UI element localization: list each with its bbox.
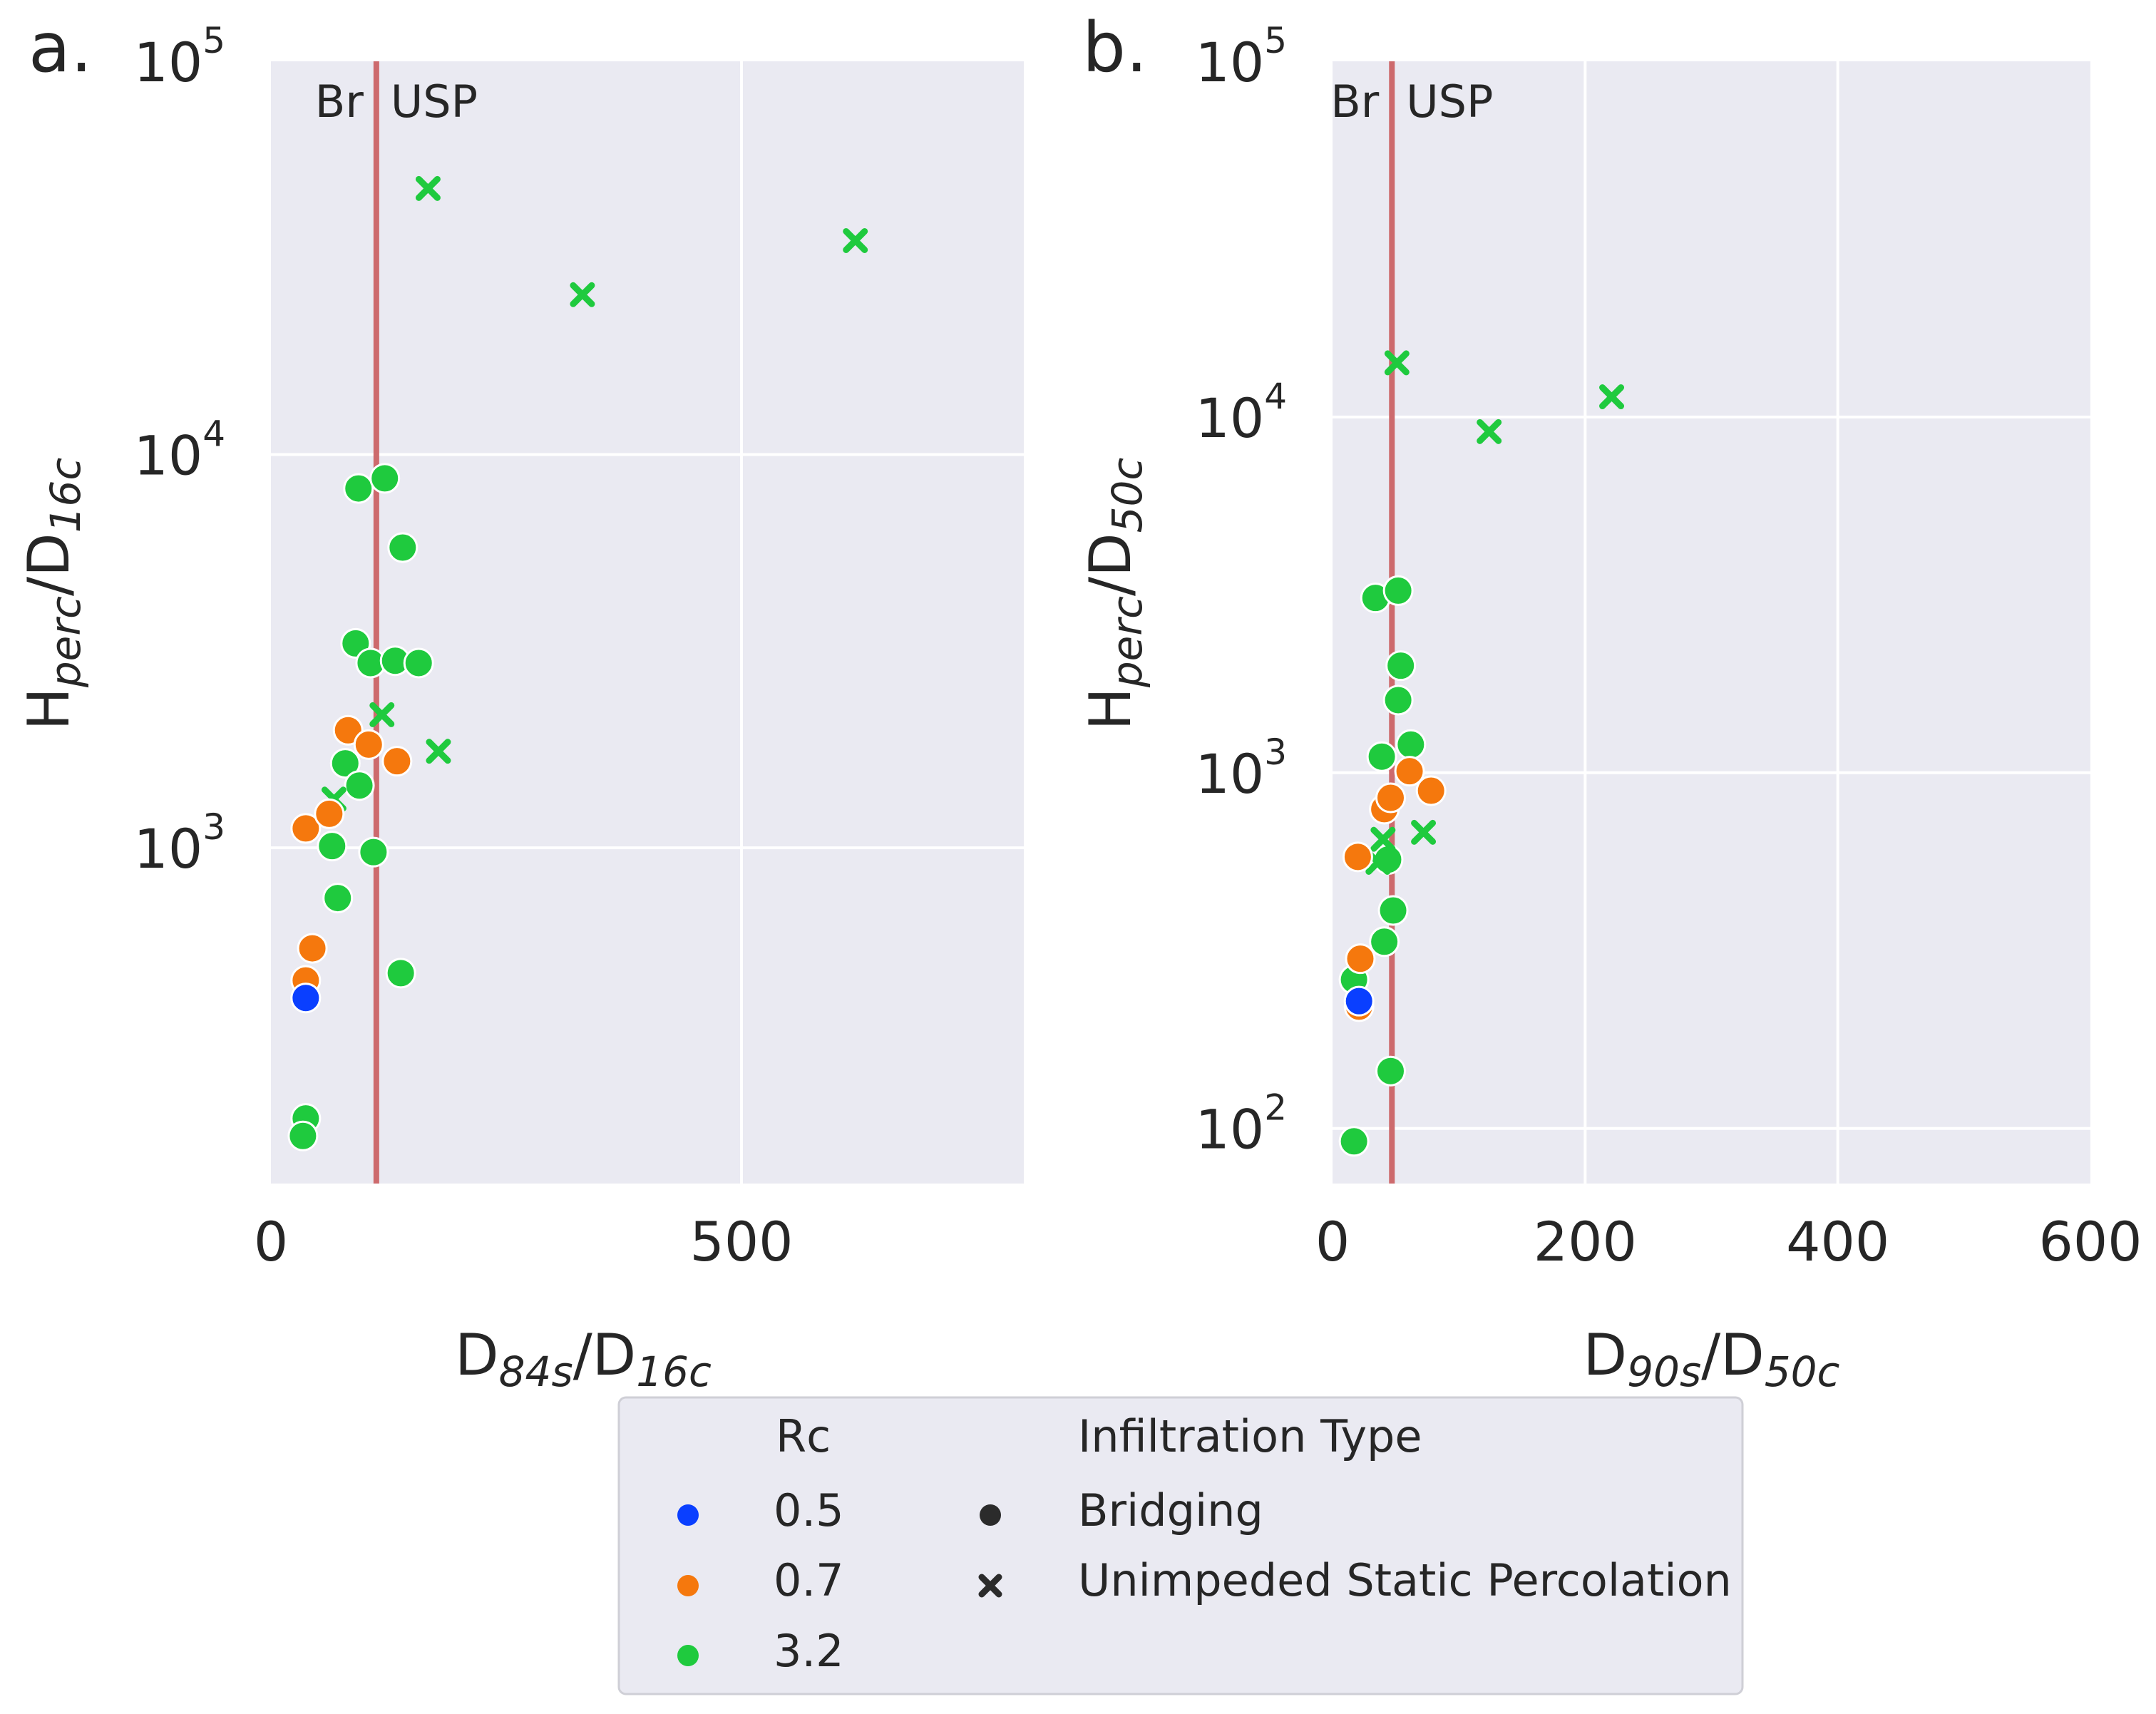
panel-b-x-axis-label: D90s/D50c — [1583, 1322, 1840, 1396]
panel-b-x-tick-label: 600 — [2038, 1210, 2142, 1273]
panel-b-letter: b. — [1082, 8, 1147, 88]
panel-b-point-bridging — [1369, 926, 1400, 958]
panel-b-point-bridging — [1343, 985, 1375, 1017]
panel-b-point-usp — [1477, 419, 1502, 444]
legend-label-rc-0-5: 0.5 — [774, 1484, 844, 1536]
legend-marker-bridging — [980, 1504, 1001, 1526]
panel-b-point-usp — [1370, 826, 1396, 852]
panel-a-point-bridging — [381, 746, 413, 777]
panel-a-point-bridging — [290, 982, 322, 1014]
legend-title-rc: Rc — [776, 1410, 831, 1462]
panel-a-plot-area — [271, 61, 1024, 1184]
panel-a-point-bridging — [297, 933, 328, 964]
panel-a-point-bridging — [387, 532, 419, 563]
panel-a-point-bridging — [317, 831, 348, 862]
panel-a-point-bridging — [329, 748, 361, 779]
panel-a-region-label-usp: USP — [391, 76, 478, 128]
legend-label-rc-3-2: 3.2 — [774, 1625, 844, 1677]
legend-label-usp: Unimpeded Static Percolation — [1078, 1554, 1732, 1606]
panel-b-region-label-usp: USP — [1406, 76, 1493, 128]
legend-marker-rc-0-5 — [677, 1504, 699, 1526]
panel-b-point-bridging — [1415, 775, 1447, 806]
panel-b-point-bridging — [1377, 895, 1409, 926]
legend: Rc Infiltration Type 0.5 0.7 3.2 Bridgin… — [617, 1396, 1744, 1695]
panel-b-point-bridging — [1345, 943, 1376, 975]
panel-b-y-tick-label: 103 — [1195, 732, 1287, 806]
legend-label-bridging: Bridging — [1078, 1484, 1263, 1536]
legend-marker-rc-3-2 — [677, 1645, 699, 1666]
panel-a-point-bridging — [343, 473, 374, 504]
panel-a-y-tick-label: 105 — [133, 20, 225, 94]
panel-a-x-tick-label: 500 — [689, 1210, 793, 1273]
panel-a-point-bridging — [385, 958, 416, 989]
panel-b-y-tick-label: 105 — [1195, 20, 1287, 94]
panel-a-point-bridging — [344, 770, 375, 801]
panel-b-y-tick-label: 102 — [1195, 1087, 1287, 1161]
legend-frame — [617, 1396, 1744, 1695]
panel-b-y-tick-label: 104 — [1195, 376, 1287, 450]
panel-a-point-bridging — [353, 729, 384, 760]
panel-a-point-usp — [570, 282, 595, 307]
panel-b-point-usp — [1411, 819, 1437, 845]
panel-a-y-axis-label: Hperc/D16c — [16, 458, 90, 731]
panel-a-point-usp — [426, 739, 451, 764]
panel-a-point-bridging — [358, 836, 389, 868]
panel-a-point-usp — [369, 702, 395, 727]
panel-a-point-bridging — [403, 647, 434, 679]
panel-b-point-bridging — [1394, 756, 1425, 787]
panel-a-region-label-br: Br — [315, 76, 364, 128]
panel-b-x-tick-label: 200 — [1534, 1210, 1637, 1273]
panel-a-point-bridging — [314, 798, 345, 829]
panel-b-point-bridging — [1366, 741, 1397, 772]
panel-a-point-bridging — [290, 813, 322, 844]
panel-a: Br USP 0 500 103 104 105 D84s/D16c Hperc/D16c a. — [16, 8, 1024, 1396]
panel-b-point-bridging — [1338, 1126, 1370, 1157]
legend-marker-rc-0-7 — [677, 1575, 699, 1596]
panel-b-x-tick-label: 0 — [1315, 1210, 1350, 1273]
panel-a-point-bridging — [322, 883, 354, 914]
panel-b-point-usp — [1384, 350, 1410, 376]
legend-marker-usp — [978, 1574, 1002, 1598]
panel-b: Br USP 0 200 400 600 102 103 104 105 D90s/D50c Hper… — [1077, 8, 2142, 1396]
panel-b-point-bridging — [1395, 729, 1427, 760]
panel-a-point-usp — [843, 227, 868, 253]
panel-b-y-axis-label: Hperc/D50c — [1077, 458, 1151, 731]
panel-b-point-bridging — [1385, 650, 1417, 682]
panel-a-x-tick-label: 0 — [254, 1210, 288, 1273]
panel-b-point-bridging — [1375, 782, 1406, 814]
panel-a-point-bridging — [369, 463, 401, 494]
panel-a-y-tick-label: 103 — [133, 806, 225, 881]
panel-b-point-bridging — [1382, 684, 1414, 716]
legend-title-infiltration-type: Infiltration Type — [1078, 1410, 1422, 1462]
panel-a-point-bridging — [287, 1120, 319, 1151]
panel-a-x-axis-label: D84s/D16c — [455, 1322, 712, 1396]
panel-b-region-label-br: Br — [1330, 76, 1380, 128]
panel-a-point-usp — [415, 175, 441, 201]
panel-b-point-bridging — [1375, 1055, 1406, 1087]
legend-label-rc-0-7: 0.7 — [774, 1554, 844, 1606]
panel-b-point-bridging — [1382, 575, 1414, 606]
panel-b-point-usp — [1599, 384, 1625, 410]
panel-a-letter: a. — [29, 8, 92, 88]
panel-a-y-tick-label: 104 — [133, 414, 225, 488]
panel-b-x-tick-label: 400 — [1786, 1210, 1889, 1273]
panel-a-point-bridging — [332, 714, 364, 746]
panel-b-plot-area — [1333, 61, 2090, 1184]
panel-b-point-bridging — [1342, 841, 1373, 873]
